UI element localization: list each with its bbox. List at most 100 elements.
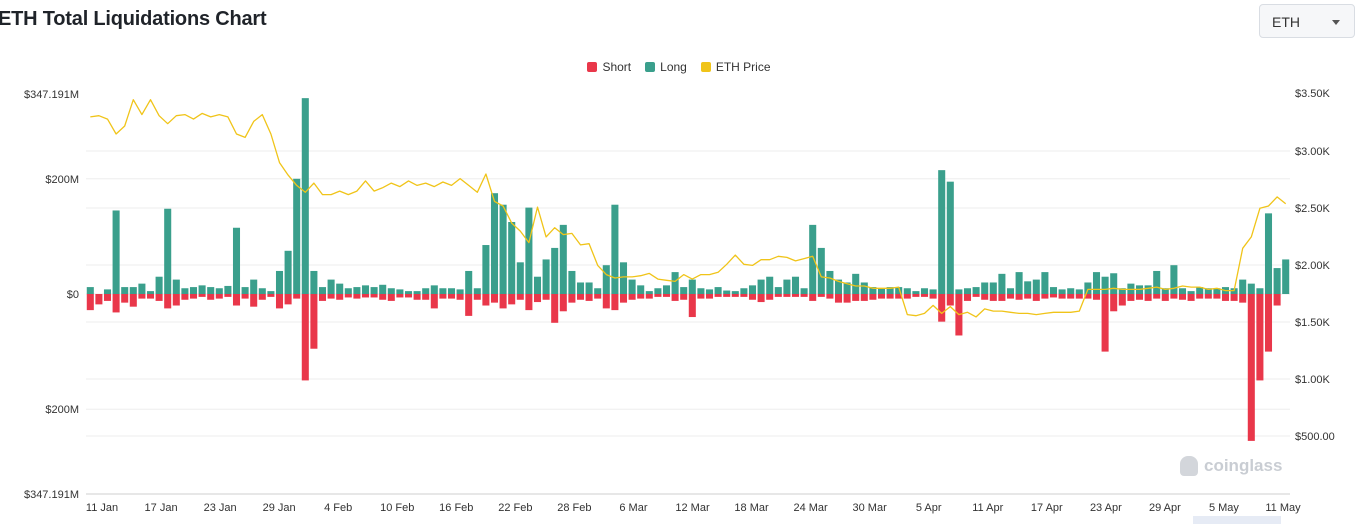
long-bar [138, 283, 146, 294]
short-bar [465, 294, 473, 316]
x-tick-label: 17 Jan [145, 502, 178, 514]
short-bar [671, 294, 679, 301]
short-bar [809, 294, 817, 301]
legend-swatch-short [587, 62, 598, 72]
long-bar [834, 279, 843, 294]
long-bar [155, 276, 163, 294]
short-bar [86, 294, 94, 311]
legend-label-long: Long [660, 60, 687, 74]
short-bar [791, 294, 800, 297]
y-right-tick-label: $2.00K [1295, 260, 1331, 272]
long-bar [1110, 273, 1118, 294]
short-bar [748, 294, 757, 300]
long-bar [645, 291, 653, 294]
long-bar [275, 270, 284, 294]
long-bar [568, 270, 576, 294]
short-bar [370, 294, 378, 298]
short-bar [1110, 294, 1118, 312]
long-bar [869, 287, 877, 294]
long-bar [981, 282, 989, 294]
long-bar [791, 276, 800, 294]
long-bar [1024, 281, 1032, 294]
short-bar [998, 294, 1006, 301]
short-bar [353, 294, 361, 299]
long-bar [619, 262, 628, 294]
coin-select[interactable]: ETH [1259, 4, 1355, 38]
short-bar [895, 294, 903, 299]
short-bar [533, 294, 542, 303]
short-bar [413, 294, 421, 300]
x-tick-label: 6 Mar [619, 502, 647, 514]
short-bar [989, 294, 997, 301]
short-bar [594, 294, 602, 299]
long-bar [723, 290, 731, 294]
chart-title: ETH Total Liquidations Chart [0, 8, 267, 30]
short-bar [981, 294, 989, 300]
short-bar [1196, 294, 1204, 299]
long-bar [559, 224, 567, 294]
y-left-tick-label: $0 [67, 289, 79, 301]
legend-item-eth-price[interactable]: ETH Price [700, 60, 771, 74]
short-bar [611, 294, 619, 311]
short-bar [293, 294, 301, 299]
eth-price-line [90, 99, 1287, 318]
long-bar [1092, 272, 1101, 294]
short-bar [516, 294, 524, 300]
long-bar [293, 178, 301, 294]
long-bar [886, 287, 894, 294]
short-bar [439, 294, 447, 299]
x-tick-label: 23 Jan [204, 502, 237, 514]
long-bar [121, 287, 129, 294]
short-bar [551, 294, 559, 323]
short-bar [568, 294, 576, 303]
legend-label-eth-price: ETH Price [715, 60, 771, 74]
short-bar [1118, 294, 1126, 306]
legend-item-short[interactable]: Short [587, 60, 631, 74]
long-bar [998, 273, 1006, 294]
long-bar [207, 287, 215, 294]
short-bar [1170, 294, 1178, 299]
long-bar [387, 288, 395, 294]
short-bar [473, 294, 481, 300]
short-bar [1067, 294, 1075, 299]
long-bar [602, 265, 610, 294]
short-bar [912, 294, 920, 297]
long-bar [103, 289, 112, 294]
short-bar [766, 294, 774, 300]
long-bar [430, 285, 438, 294]
short-bar [396, 294, 404, 298]
short-bar [241, 294, 249, 299]
long-bar [525, 207, 533, 294]
x-tick-label: 29 Jan [263, 502, 296, 514]
short-bar [361, 294, 370, 298]
long-bar [671, 272, 679, 294]
short-bar [1161, 294, 1169, 301]
coinglass-watermark: coinglass [1180, 456, 1282, 476]
short-bar [714, 294, 722, 297]
short-bar [318, 294, 327, 301]
short-bar [1213, 294, 1221, 299]
long-bar [938, 170, 946, 294]
short-bar [1092, 294, 1101, 300]
long-bar [1213, 288, 1221, 294]
long-bar [327, 279, 335, 294]
long-bar [912, 291, 920, 294]
legend-item-long[interactable]: Long [645, 60, 687, 74]
chart-zoom-slider[interactable] [1193, 516, 1281, 524]
short-bar [688, 294, 696, 318]
long-bar [1256, 288, 1264, 294]
y-left-tick-label: $347.191M [24, 489, 79, 501]
y-right-tick-label: $3.00K [1295, 146, 1331, 158]
long-bar [972, 287, 980, 294]
short-bar [757, 294, 765, 303]
long-bar [1273, 268, 1281, 294]
short-bar [946, 294, 954, 306]
short-bar [662, 294, 671, 297]
short-bar [275, 294, 284, 309]
short-bar [155, 294, 163, 301]
long-bar [1178, 288, 1187, 294]
legend-label-short: Short [602, 60, 632, 74]
long-bar [628, 279, 636, 294]
long-bar [439, 288, 447, 294]
